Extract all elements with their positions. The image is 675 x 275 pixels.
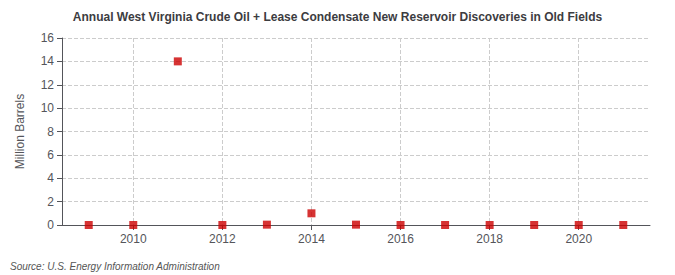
svg-text:16: 16 (41, 31, 55, 45)
svg-text:2010: 2010 (120, 232, 147, 246)
svg-text:2014: 2014 (298, 232, 325, 246)
svg-text:6: 6 (47, 148, 54, 162)
svg-text:2018: 2018 (476, 232, 503, 246)
svg-text:Annual West Virginia Crude Oil: Annual West Virginia Crude Oil + Lease C… (73, 10, 603, 24)
svg-text:14: 14 (41, 54, 55, 68)
svg-text:2012: 2012 (209, 232, 236, 246)
svg-text:0: 0 (47, 218, 54, 232)
svg-text:4: 4 (47, 171, 54, 185)
svg-text:2016: 2016 (387, 232, 414, 246)
svg-text:Million Barrels: Million Barrels (13, 94, 27, 169)
svg-text:2020: 2020 (565, 232, 592, 246)
svg-text:8: 8 (47, 125, 54, 139)
svg-text:12: 12 (41, 78, 55, 92)
svg-text:2: 2 (47, 195, 54, 209)
svg-text:10: 10 (41, 101, 55, 115)
svg-text:Source: U.S. Energy Informatio: Source: U.S. Energy Information Administ… (10, 261, 220, 272)
